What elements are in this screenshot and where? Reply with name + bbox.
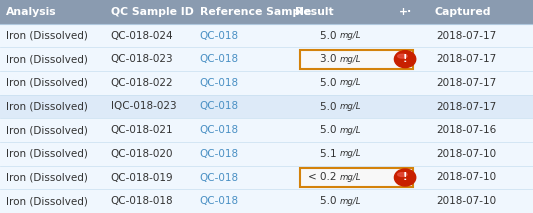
Text: mg/L: mg/L xyxy=(340,78,361,87)
FancyBboxPatch shape xyxy=(300,168,413,187)
Text: 5.0: 5.0 xyxy=(320,78,340,88)
Ellipse shape xyxy=(398,173,407,176)
Ellipse shape xyxy=(398,54,407,58)
Text: 2018-07-17: 2018-07-17 xyxy=(436,30,496,40)
Text: QC-018: QC-018 xyxy=(200,30,239,40)
Text: Reference Sample: Reference Sample xyxy=(200,7,311,17)
Text: mg/L: mg/L xyxy=(340,55,361,64)
Text: QC-018: QC-018 xyxy=(200,125,239,135)
FancyBboxPatch shape xyxy=(0,142,533,166)
Text: QC-018-020: QC-018-020 xyxy=(111,149,173,159)
Text: QC-018-021: QC-018-021 xyxy=(111,125,173,135)
Text: 2018-07-17: 2018-07-17 xyxy=(436,78,496,88)
Text: !: ! xyxy=(403,54,407,64)
Text: Iron (Dissolved): Iron (Dissolved) xyxy=(6,102,88,111)
Ellipse shape xyxy=(394,169,416,186)
FancyBboxPatch shape xyxy=(0,189,533,213)
Text: 2018-07-17: 2018-07-17 xyxy=(436,102,496,111)
FancyBboxPatch shape xyxy=(0,24,533,47)
Ellipse shape xyxy=(394,51,416,68)
FancyBboxPatch shape xyxy=(0,95,533,118)
Text: 5.0: 5.0 xyxy=(320,125,340,135)
Text: QC-018: QC-018 xyxy=(200,54,239,64)
FancyBboxPatch shape xyxy=(0,47,533,71)
Text: mg/L: mg/L xyxy=(340,126,361,135)
Text: 2018-07-17: 2018-07-17 xyxy=(436,54,496,64)
Text: QC-018-019: QC-018-019 xyxy=(111,173,173,183)
Text: QC-018: QC-018 xyxy=(200,196,239,206)
FancyBboxPatch shape xyxy=(0,71,533,95)
Text: 3.0: 3.0 xyxy=(320,54,340,64)
Text: < 0.2: < 0.2 xyxy=(308,173,340,183)
Text: QC-018-022: QC-018-022 xyxy=(111,78,173,88)
Text: QC-018: QC-018 xyxy=(200,78,239,88)
FancyBboxPatch shape xyxy=(0,118,533,142)
Text: QC-018: QC-018 xyxy=(200,173,239,183)
Text: QC-018-024: QC-018-024 xyxy=(111,30,173,40)
Text: 2018-07-10: 2018-07-10 xyxy=(436,196,496,206)
Text: Iron (Dissolved): Iron (Dissolved) xyxy=(6,30,88,40)
Text: QC-018: QC-018 xyxy=(200,149,239,159)
Text: Iron (Dissolved): Iron (Dissolved) xyxy=(6,54,88,64)
FancyBboxPatch shape xyxy=(0,0,533,24)
Text: mg/L: mg/L xyxy=(340,102,361,111)
Text: Iron (Dissolved): Iron (Dissolved) xyxy=(6,196,88,206)
Text: Captured: Captured xyxy=(434,7,491,17)
FancyBboxPatch shape xyxy=(0,166,533,189)
Text: QC Sample ID: QC Sample ID xyxy=(111,7,193,17)
Text: 5.0: 5.0 xyxy=(320,30,340,40)
Text: IQC-018-023: IQC-018-023 xyxy=(111,102,176,111)
Text: 2018-07-10: 2018-07-10 xyxy=(436,149,496,159)
Text: mg/L: mg/L xyxy=(340,197,361,206)
Text: mg/L: mg/L xyxy=(340,173,361,182)
Text: Analysis: Analysis xyxy=(6,7,57,17)
Text: 5.1: 5.1 xyxy=(320,149,340,159)
Text: !: ! xyxy=(403,173,407,183)
Text: mg/L: mg/L xyxy=(340,31,361,40)
Text: Iron (Dissolved): Iron (Dissolved) xyxy=(6,173,88,183)
Text: mg/L: mg/L xyxy=(340,149,361,158)
Text: Iron (Dissolved): Iron (Dissolved) xyxy=(6,125,88,135)
Text: QC-018-018: QC-018-018 xyxy=(111,196,173,206)
Text: Iron (Dissolved): Iron (Dissolved) xyxy=(6,78,88,88)
Text: 2018-07-10: 2018-07-10 xyxy=(436,173,496,183)
Text: Iron (Dissolved): Iron (Dissolved) xyxy=(6,149,88,159)
FancyBboxPatch shape xyxy=(300,50,413,69)
Text: 2018-07-16: 2018-07-16 xyxy=(436,125,496,135)
Text: 5.0: 5.0 xyxy=(320,102,340,111)
Text: 5.0: 5.0 xyxy=(320,196,340,206)
Text: QC-018: QC-018 xyxy=(200,102,239,111)
Text: +·: +· xyxy=(399,7,411,17)
Text: Result: Result xyxy=(295,7,333,17)
Text: QC-018-023: QC-018-023 xyxy=(111,54,173,64)
